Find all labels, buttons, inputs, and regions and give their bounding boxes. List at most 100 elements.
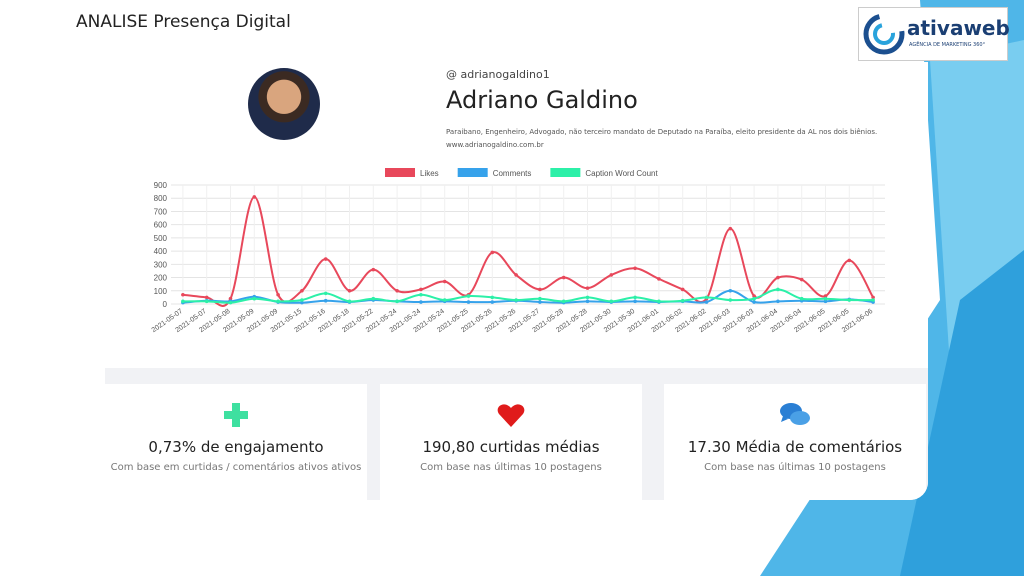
legend-label: Likes [420,169,439,178]
kpi-title: 0,73% de engajamento [148,438,324,456]
point [204,295,209,300]
profile-card: @ adrianogaldino1 Adriano Galdino Paraib… [105,62,928,500]
point [776,287,780,292]
point [466,300,471,304]
logo-name: ativaweb [907,16,1010,40]
point [585,299,590,304]
point [871,295,875,300]
point [657,277,661,281]
point [776,275,780,280]
profile-name: Adriano Galdino [446,86,638,114]
kpi-subtitle: Com base em curtidas / comentários ativo… [110,462,362,473]
point [823,299,828,304]
plus-icon [224,403,248,427]
point [633,295,637,300]
line-series [182,288,874,304]
y-tick-label: 800 [154,194,168,203]
kpi-subtitle: Com base nas últimas 10 postagens [704,462,886,473]
comments-icon [780,403,810,425]
point [395,299,399,304]
point [419,300,423,304]
point [490,250,495,255]
username: @ adrianogaldino1 [446,68,550,81]
point [252,195,257,199]
point [538,287,542,292]
point [371,296,376,301]
point [633,299,637,304]
point [538,300,542,304]
legend-swatch [457,168,488,177]
point [228,296,233,301]
y-tick-label: 500 [154,234,168,243]
point [633,266,637,271]
point [823,294,828,298]
point [657,299,661,304]
point [871,298,875,302]
point [181,299,185,304]
point [442,298,447,302]
y-tick-label: 200 [154,274,168,283]
bio: Paraibano, Engenheiro, Advogado, não ter… [446,128,878,136]
point [300,298,304,302]
point [514,273,518,277]
point [442,279,447,284]
point [799,296,804,301]
point [728,226,733,231]
point [419,287,423,292]
legend-swatch [550,168,581,177]
point [204,299,209,304]
y-tick-label: 400 [154,247,168,256]
y-tick-label: 100 [154,287,168,296]
point [347,299,352,304]
point [728,288,733,293]
avatar [248,68,320,140]
point [300,300,304,305]
y-tick-label: 600 [154,221,168,230]
point [395,288,399,293]
chart: 01002003004005006007008009002021-05-0720… [151,168,885,334]
point [228,300,233,305]
y-tick-label: 0 [163,300,168,309]
kpi-card: 17.30 Média de comentários Com base nas … [664,384,926,500]
point [847,298,852,302]
point [323,291,328,296]
heart-icon [497,404,525,427]
point [181,292,185,297]
logo-icon [863,13,905,55]
y-tick-label: 900 [154,181,168,190]
legend-label: Comments [493,169,532,178]
kpi-title: 17.30 Média de comentários [687,438,903,456]
point [323,298,328,303]
point [466,294,471,298]
point [752,296,756,301]
point [847,258,852,263]
point [300,288,304,293]
logo-tagline: AGÊNCIA DE MARKETING 360° [909,42,986,48]
point [490,300,495,304]
point [585,286,590,290]
kpi-card: 190,80 curtidas médias Com base nas últi… [380,384,642,500]
logo: ativaweb AGÊNCIA DE MARKETING 360° [858,7,1010,61]
point [252,296,257,301]
point [323,257,328,261]
kpi-card: 0,73% de engajamento Com base em curtida… [105,384,367,500]
point [609,299,614,304]
point [680,287,685,292]
point [371,267,376,272]
point [538,296,542,301]
point [561,299,566,304]
point [609,273,614,277]
point [490,295,495,300]
point [514,298,518,302]
legend-swatch [385,168,415,177]
point [419,292,423,297]
point [585,295,590,300]
legend-label: Caption Word Count [585,169,658,178]
point [752,294,756,298]
line-series [182,289,874,304]
point [704,300,709,304]
point [680,298,685,303]
point [752,300,756,304]
point [728,298,733,302]
